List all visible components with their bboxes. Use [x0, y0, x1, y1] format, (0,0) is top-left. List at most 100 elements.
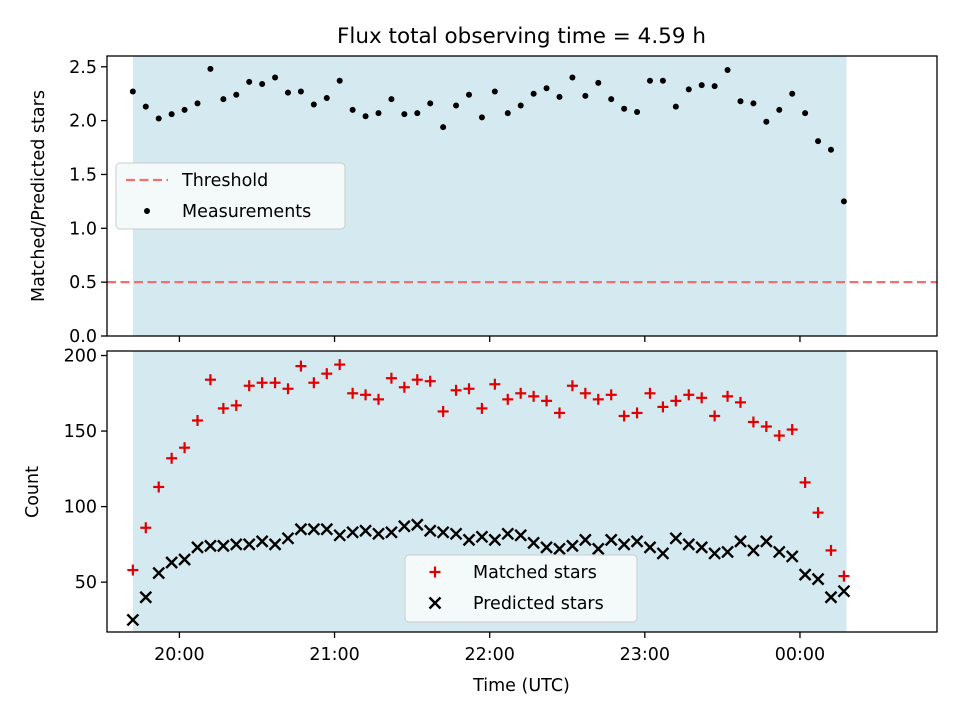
matched-point	[592, 393, 604, 405]
measurement-point	[608, 96, 615, 103]
legend-threshold-label: Threshold	[181, 171, 268, 191]
matched-point	[773, 430, 785, 442]
matched-point	[424, 375, 436, 387]
cross-stroke	[669, 531, 683, 545]
predicted-point	[772, 545, 786, 559]
cross-stroke	[566, 539, 579, 553]
matched-points	[127, 359, 850, 582]
cross-stroke	[307, 522, 321, 536]
matched-point	[709, 410, 721, 422]
predicted-point	[617, 538, 631, 551]
predicted-point	[385, 525, 398, 539]
matched-point	[838, 570, 850, 582]
measurement-point	[504, 110, 511, 117]
predicted-point	[398, 519, 411, 533]
matched-point	[204, 374, 216, 386]
bottom-legend-box	[404, 554, 638, 623]
cross-stroke	[229, 538, 243, 551]
cross-stroke	[553, 542, 566, 556]
bottom-y-ticks: 50 100 150 200	[64, 347, 107, 593]
measurement-point	[272, 74, 279, 81]
predicted-point	[682, 538, 696, 551]
measurement-point	[776, 106, 783, 113]
measurement-point	[840, 198, 847, 205]
predicted-point	[462, 533, 476, 547]
predicted-point	[785, 550, 799, 563]
y-tick-label: 200	[64, 347, 97, 367]
measurement-point	[310, 101, 317, 108]
bottom-y-axis-label: Count	[23, 466, 43, 518]
cross-stroke	[428, 596, 442, 610]
matched-point	[256, 377, 268, 389]
legend-matched-label: Matched stars	[473, 563, 597, 583]
cross-stroke	[824, 590, 838, 604]
measurement-point	[789, 90, 796, 97]
measurement-point	[595, 79, 602, 86]
matched-point	[140, 522, 152, 534]
predicted-point	[604, 533, 618, 547]
measurement-point	[750, 100, 757, 107]
cross-stroke	[242, 538, 256, 551]
matched-point	[166, 452, 178, 464]
cross-stroke	[449, 527, 463, 541]
cross-stroke	[165, 556, 178, 569]
matched-point	[657, 401, 669, 413]
predicted-point	[191, 541, 204, 554]
matched-point	[385, 372, 397, 384]
measurement-point	[491, 88, 498, 95]
matched-point	[360, 389, 372, 401]
cross-stroke	[410, 518, 424, 532]
measurement-point	[556, 93, 563, 100]
matched-point	[515, 387, 527, 399]
y-tick-label: 2.5	[69, 58, 97, 78]
matched-point	[463, 383, 475, 395]
bottom-legend: Matched stars Predicted stars	[404, 554, 638, 623]
cross-stroke	[217, 539, 230, 553]
cross-stroke	[785, 550, 799, 563]
predicted-point	[449, 527, 463, 541]
matched-point	[631, 407, 643, 419]
matched-point	[786, 424, 798, 436]
predicted-point	[656, 547, 670, 560]
measurement-point	[659, 77, 666, 84]
matched-point	[269, 377, 281, 389]
cross-stroke	[501, 527, 515, 541]
predicted-point	[811, 572, 825, 586]
cross-stroke	[734, 535, 747, 548]
matched-point	[295, 360, 307, 372]
measurement-point	[142, 103, 149, 110]
matched-point	[450, 384, 462, 396]
predicted-point	[410, 518, 424, 532]
measurement-point	[388, 96, 395, 103]
measurement-point	[815, 138, 822, 145]
y-tick-label: 0.0	[69, 327, 97, 347]
measurement-point	[724, 67, 731, 73]
matched-point	[411, 374, 423, 386]
measurement-point	[672, 103, 679, 110]
cross-stroke	[398, 519, 411, 533]
predicted-point	[540, 541, 553, 554]
predicted-point	[372, 527, 385, 541]
measurement-point	[634, 109, 641, 115]
matched-point	[398, 381, 410, 393]
chart-title: Flux total observing time = 4.59 h	[337, 24, 706, 49]
predicted-point	[229, 538, 243, 551]
cross-stroke	[294, 522, 308, 536]
measurement-point	[375, 110, 382, 117]
matched-point	[579, 387, 591, 399]
top-panel: 0.0 0.5 1.0 1.5 2.0 2.5 Matched/Predicted sta…	[29, 55, 938, 347]
predicted-point	[255, 535, 269, 548]
measurement-point	[685, 86, 692, 93]
predicted-point	[152, 566, 166, 580]
predicted-point	[759, 535, 773, 548]
predicted-point	[734, 535, 747, 548]
cross-stroke	[281, 531, 295, 545]
predicted-point	[747, 544, 760, 557]
measurement-point	[233, 91, 240, 98]
cross-stroke	[488, 533, 502, 547]
predicted-point	[436, 525, 450, 539]
cross-stroke	[462, 533, 476, 547]
measurement-point	[246, 78, 253, 85]
top-legend: Threshold Measurements	[115, 162, 346, 230]
